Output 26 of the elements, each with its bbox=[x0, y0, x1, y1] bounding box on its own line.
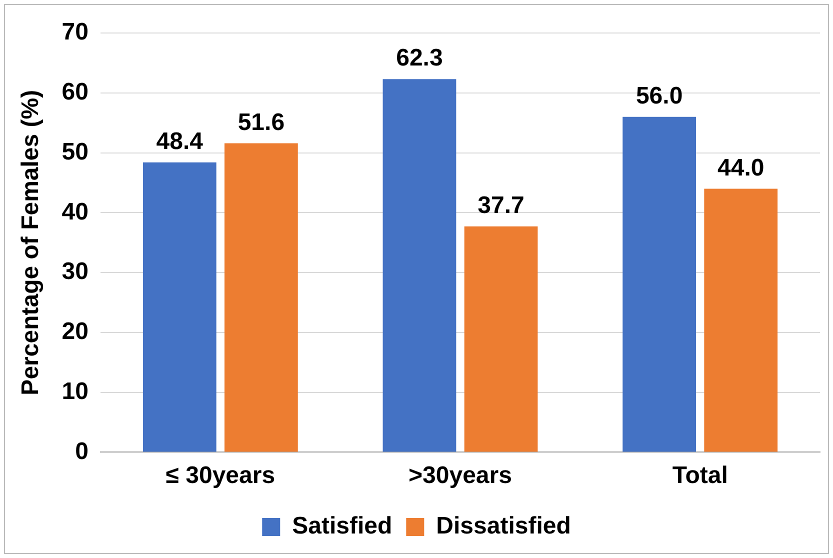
bar bbox=[704, 188, 778, 452]
x-tick-label: >30years bbox=[408, 462, 512, 490]
data-label: 56.0 bbox=[636, 82, 683, 110]
legend-label: Satisfied bbox=[292, 512, 392, 540]
bar bbox=[622, 116, 696, 452]
y-tick-label: 30 bbox=[62, 258, 88, 286]
data-label: 48.4 bbox=[156, 128, 204, 155]
data-label: 37.7 bbox=[478, 192, 524, 220]
y-tick-label: 70 bbox=[62, 18, 88, 46]
y-tick-label: 0 bbox=[75, 438, 88, 465]
y-tick-label: 10 bbox=[62, 378, 88, 405]
bar bbox=[142, 162, 216, 452]
y-tick-label: 40 bbox=[62, 198, 88, 226]
x-tick-label: ≤ 30years bbox=[166, 462, 276, 490]
bar bbox=[464, 226, 538, 452]
y-axis-title: Percentage of Females (%) bbox=[17, 90, 44, 396]
data-label: 62.3 bbox=[396, 44, 443, 72]
legend-label: Dissatisfied bbox=[436, 512, 571, 540]
y-tick-label: 20 bbox=[62, 318, 88, 346]
y-tick-label: 60 bbox=[62, 78, 88, 106]
bar bbox=[382, 79, 456, 452]
bar bbox=[224, 143, 298, 452]
x-tick-label: Total bbox=[672, 462, 728, 490]
data-label: 44.0 bbox=[717, 154, 764, 182]
y-tick-label: 50 bbox=[62, 138, 88, 166]
data-label: 51.6 bbox=[238, 108, 285, 136]
